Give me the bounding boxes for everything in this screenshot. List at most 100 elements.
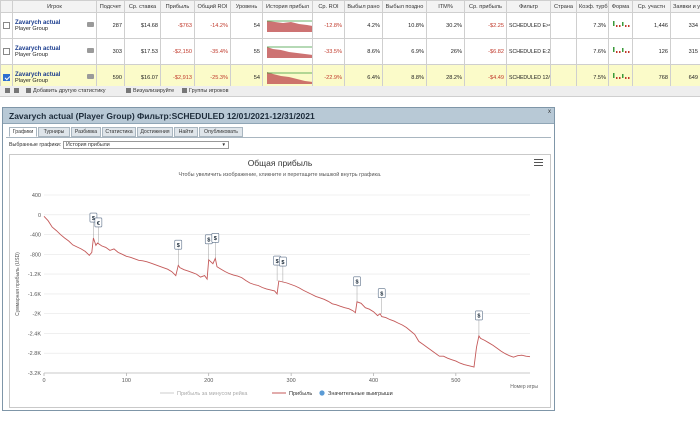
legend-item-rake[interactable]: Прибыль за минусом рейка [177,390,248,397]
x-tick-label: 400 [369,378,378,384]
tab-2[interactable]: Разбивка [71,127,101,137]
group-icon [87,22,94,27]
legend-item-profit[interactable]: Прибыль [289,391,312,397]
row-checkbox[interactable] [3,48,10,55]
profit-chart[interactable]: Общая прибыль Чтобы увеличить изображение… [10,155,550,407]
column-header[interactable]: Общий ROI [194,0,231,13]
early-cell: 8.6% [344,38,383,65]
column-header[interactable]: Игрок [12,0,97,13]
column-header[interactable]: Подсчет [96,0,125,13]
big-win-marker[interactable] [211,232,220,243]
columns-icon[interactable] [14,88,21,94]
x-tick-label: 300 [287,378,296,384]
big-win-marker-label: $ [177,243,180,249]
big-win-marker-label: $ [380,291,383,297]
column-header[interactable]: Страна [550,0,577,13]
tab-5[interactable]: Найти [174,127,198,137]
form-cell [608,12,633,39]
table-toolbar: Добавить другую статистику Визуализируйт… [0,86,700,97]
player-name[interactable]: Zavarych actual [15,19,61,26]
column-header[interactable]: Прибыль [160,0,195,13]
menu-icon[interactable] [534,159,543,167]
stats-table: Игрок Подсчет Ср. ставка Прибыль Общий ROI Ур… [0,0,700,91]
column-header[interactable]: Выбыл поздно [382,0,427,13]
country-cell [550,12,577,39]
profit-sparkline [267,46,312,58]
row-checkbox[interactable] [3,74,10,81]
close-icon[interactable]: x [548,109,551,115]
turbo-cell: 7.6% [576,38,609,65]
avg-roi-cell: -12.8% [312,12,345,39]
form-sparkline [613,72,630,79]
count-cell: 303 [96,38,125,65]
tab-0[interactable]: Графики [9,127,37,137]
chart-select-value: История прибыли [66,142,110,148]
player-group: Player Group [15,77,48,84]
big-win-marker-label: $ [276,259,279,265]
avg-stake-cell: $14.68 [124,12,161,39]
chart-subtitle: Чтобы увеличить изображение, кликните и … [179,171,382,178]
big-win-marker[interactable] [174,239,183,250]
profit-history-cell [262,38,313,65]
window-header[interactable]: Zavarych actual (Player Group) Фильтр:SC… [3,108,554,124]
big-win-marker[interactable] [377,288,386,298]
column-header[interactable]: Ср. ROI [312,0,345,13]
tab-1[interactable]: Турниры [38,127,70,137]
big-win-marker-label: $ [355,280,358,286]
total-roi-cell: -35.4% [194,38,231,65]
entries-cell: 334 [670,12,700,39]
profit-line [43,215,531,368]
form-sparkline [613,46,630,53]
big-win-marker[interactable] [279,256,287,267]
group-icon [182,88,187,94]
window-title: Zavarych actual (Player Group) Фильтр:SC… [9,111,315,121]
trash-icon[interactable] [5,88,12,94]
column-header[interactable]: Коэф. турб [576,0,609,13]
row-checkbox[interactable] [3,22,10,29]
chart-select[interactable]: История прибыли ▼ [63,141,229,149]
column-header[interactable]: История прибыл [262,0,313,13]
tab-6[interactable]: Опубликовать [199,127,243,137]
select-label: Выбранные графики: [9,142,62,148]
big-win-marker[interactable] [353,276,361,287]
add-stat-button[interactable]: Добавить другую статистику [26,88,106,94]
itm-cell: 26% [426,38,465,65]
big-win-marker[interactable] [94,217,103,228]
player-groups-button[interactable]: Группы игроков [182,88,229,94]
legend-dot-bigwins [319,390,325,396]
profit-cell: -$763 [160,12,195,39]
table-row[interactable]: Zavarych actual Player Group 287 $14.68 -$76… [0,12,700,39]
profit-cell: -$2,150 [160,38,195,65]
big-win-marker[interactable] [475,310,483,321]
player-name[interactable]: Zavarych actual [15,71,61,78]
column-header[interactable] [0,0,13,13]
y-tick-label: -2.4K [28,331,41,337]
gear-icon [26,88,31,94]
player-name[interactable]: Zavarych actual [15,45,61,52]
avg-profit-cell: -$2.25 [464,12,507,39]
legend-item-bigwins[interactable]: Значительные выигрыши [328,391,393,397]
column-header[interactable]: Ср. участн [632,0,671,13]
column-header[interactable]: Заявки и уча [670,0,700,13]
chart-icon [126,88,131,94]
table-row[interactable]: Zavarych actual Player Group 303 $17.53 -$2,… [0,38,700,65]
column-header[interactable]: Ср. ставка [124,0,161,13]
chart-frame[interactable]: Общая прибыль Чтобы увеличить изображение… [9,154,551,408]
column-header[interactable]: Ср. прибыль [464,0,507,13]
column-header[interactable]: Фильтр [506,0,551,13]
turbo-cell: 7.3% [576,12,609,39]
profit-history-cell [262,12,313,39]
tab-divider [6,137,551,138]
y-axis-label: Суммарная прибыль (USD) [15,252,21,316]
visualize-button[interactable]: Визуализируйте [126,88,174,94]
visualize-label: Визуализируйте [133,88,175,94]
tab-4[interactable]: Достижения [137,127,173,137]
tab-3[interactable]: Статистика [102,127,136,137]
filter-cell: SCHEDULED E:2-300 12/01/2021- 12/31/2021 [506,38,551,65]
total-roi-cell: -14.2% [194,12,231,39]
column-header[interactable]: Выбыл рано [344,0,383,13]
entries-cell: 315 [670,38,700,65]
column-header[interactable]: ITM% [426,0,465,13]
column-header[interactable]: Уровень [230,0,263,13]
column-header[interactable]: Форма [608,0,633,13]
